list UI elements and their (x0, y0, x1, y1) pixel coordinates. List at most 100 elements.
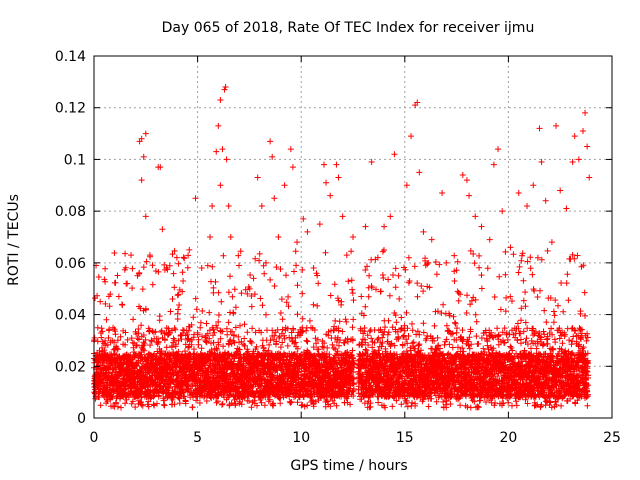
data-point (217, 96, 224, 103)
data-point (254, 174, 261, 181)
data-point (575, 156, 582, 163)
data-point (542, 197, 549, 204)
data-point (420, 228, 427, 235)
data-point (327, 192, 334, 199)
data-point (553, 122, 560, 129)
data-point (368, 159, 375, 166)
data-point (262, 259, 269, 266)
data-point (173, 254, 180, 261)
data-point (391, 151, 398, 158)
x-tick-label: 10 (292, 430, 310, 446)
data-point (310, 265, 317, 272)
data-point (524, 202, 531, 209)
axis-ticks: 0 0.02 0.04 0.06 0.08 0.1 0.12 0.14 0 5 10 15 20 25 (55, 49, 621, 446)
data-point (281, 182, 288, 189)
data-point (538, 159, 545, 166)
data-point (490, 161, 497, 168)
data-point (395, 272, 402, 279)
data-point (236, 262, 243, 269)
data-point (439, 190, 446, 197)
data-point (97, 298, 104, 305)
x-tick-label: 20 (499, 430, 517, 446)
chart-title: Day 065 of 2018, Rate Of TEC Index for r… (162, 20, 535, 36)
data-point (563, 205, 570, 212)
data-point (320, 161, 327, 168)
x-tick-label: 15 (396, 430, 414, 446)
data-point (275, 234, 282, 240)
x-tick-label: 0 (90, 430, 99, 446)
data-point (304, 228, 311, 235)
data-point (582, 109, 589, 116)
data-point (387, 213, 394, 220)
data-point (287, 146, 294, 153)
data-point (258, 202, 265, 209)
y-tick-label: 0.04 (55, 308, 86, 324)
data-point (343, 252, 350, 259)
x-tick-label: 25 (603, 430, 621, 446)
data-point (499, 208, 506, 215)
data-point (358, 293, 365, 300)
data-point (138, 135, 145, 142)
data-point (221, 86, 228, 93)
data-point (403, 182, 410, 189)
data-point (536, 125, 543, 132)
data-point (495, 146, 502, 153)
data-point (217, 182, 224, 189)
data-point (163, 265, 170, 272)
data-point (267, 138, 274, 145)
data-point (180, 277, 187, 284)
dense-data-band (91, 247, 592, 411)
data-point (548, 239, 555, 246)
data-point (186, 246, 193, 253)
data-point (584, 143, 591, 150)
data-point (289, 164, 296, 171)
data-point (140, 153, 147, 160)
data-point (103, 316, 110, 323)
x-axis-label: GPS time / hours (290, 458, 407, 474)
data-point (215, 122, 222, 129)
data-point (271, 195, 278, 202)
data-point (219, 146, 226, 153)
y-tick-label: 0.08 (55, 204, 86, 220)
data-point (269, 153, 276, 160)
data-point (414, 99, 421, 106)
y-tick-label: 0.14 (55, 49, 86, 65)
data-point (459, 171, 466, 178)
data-point (443, 259, 450, 266)
data-point (159, 226, 166, 233)
data-point (507, 244, 514, 251)
grid-lines (94, 56, 612, 418)
data-point (244, 290, 251, 297)
data-point (142, 213, 149, 220)
data-point (478, 223, 485, 230)
data-point (451, 277, 458, 284)
data-point (335, 174, 342, 181)
data-point (198, 265, 205, 272)
data-point (416, 169, 423, 176)
data-point (569, 159, 576, 166)
x-tick-label: 5 (193, 430, 202, 446)
data-point (472, 213, 479, 220)
data-point (374, 254, 381, 261)
data-point (124, 280, 131, 287)
y-tick-label: 0.06 (55, 256, 86, 272)
data-point (316, 221, 323, 228)
y-tick-label: 0.1 (64, 152, 86, 168)
data-point (515, 190, 522, 197)
data-point (339, 213, 346, 220)
data-point (381, 223, 388, 230)
data-point (350, 234, 356, 240)
data-point (146, 252, 153, 259)
y-tick-label: 0.12 (55, 101, 86, 117)
data-point (192, 195, 199, 202)
data-point (157, 164, 164, 171)
data-point (557, 187, 564, 194)
data-point (250, 275, 257, 282)
y-axis-label: ROTI / TECUs (6, 194, 22, 286)
y-tick-label: 0 (77, 411, 86, 427)
data-point (222, 84, 229, 91)
data-point (138, 177, 145, 184)
data-point (486, 236, 493, 243)
data-point (586, 174, 593, 181)
